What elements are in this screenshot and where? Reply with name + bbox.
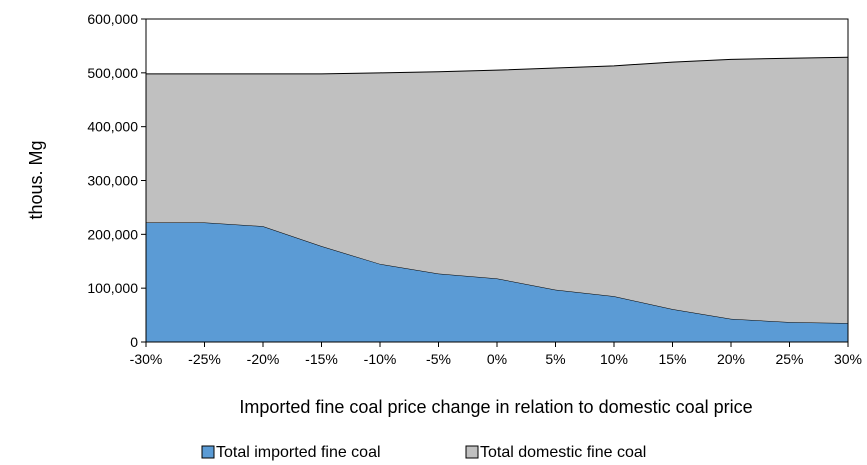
legend-swatch-domestic — [465, 445, 479, 459]
x-tick-label: -10% — [364, 351, 397, 367]
x-tick-label: 5% — [545, 351, 565, 367]
area-series-1 — [146, 57, 848, 324]
y-tick-label: 200,000 — [87, 226, 138, 242]
legend-label-domestic: Total domestic fine coal — [480, 444, 646, 461]
area-series-0 — [146, 222, 848, 342]
y-tick-label: 100,000 — [87, 280, 138, 296]
plot-areas — [146, 56, 849, 342]
x-axis: -30% -25% -20% -15% -10% -5% 0% 5% 10% 15% 20% 25% 3… — [130, 342, 862, 367]
series-line-1 — [146, 56, 849, 75]
y-tick-label: 500,000 — [87, 65, 138, 81]
x-tick-label: -20% — [247, 351, 280, 367]
x-tick-label: 15% — [658, 351, 686, 367]
x-tick-label: 0% — [487, 351, 507, 367]
x-tick-label: -5% — [426, 351, 451, 367]
y-tick-label: 300,000 — [87, 173, 138, 189]
legend: Total imported fine coal Total domestic … — [201, 444, 646, 461]
y-axis: 0 100,000 200,000 300,000 400,000 500,000 600,… — [87, 11, 146, 350]
legend-label-imported: Total imported fine coal — [216, 444, 381, 461]
x-tick-label: -30% — [130, 351, 163, 367]
x-tick-label: 30% — [834, 351, 862, 367]
y-tick-label: 600,000 — [87, 11, 138, 27]
x-tick-label: -25% — [188, 351, 221, 367]
x-axis-title: Imported fine coal price change in relat… — [239, 397, 752, 417]
x-tick-label: 20% — [717, 351, 745, 367]
y-tick-label: 0 — [130, 334, 138, 350]
y-axis-title: thous. Mg — [26, 140, 46, 219]
y-tick-label: 400,000 — [87, 119, 138, 135]
x-tick-label: 10% — [600, 351, 628, 367]
legend-swatch-imported — [201, 445, 215, 459]
x-tick-label: 25% — [775, 351, 803, 367]
x-tick-label: -15% — [305, 351, 338, 367]
